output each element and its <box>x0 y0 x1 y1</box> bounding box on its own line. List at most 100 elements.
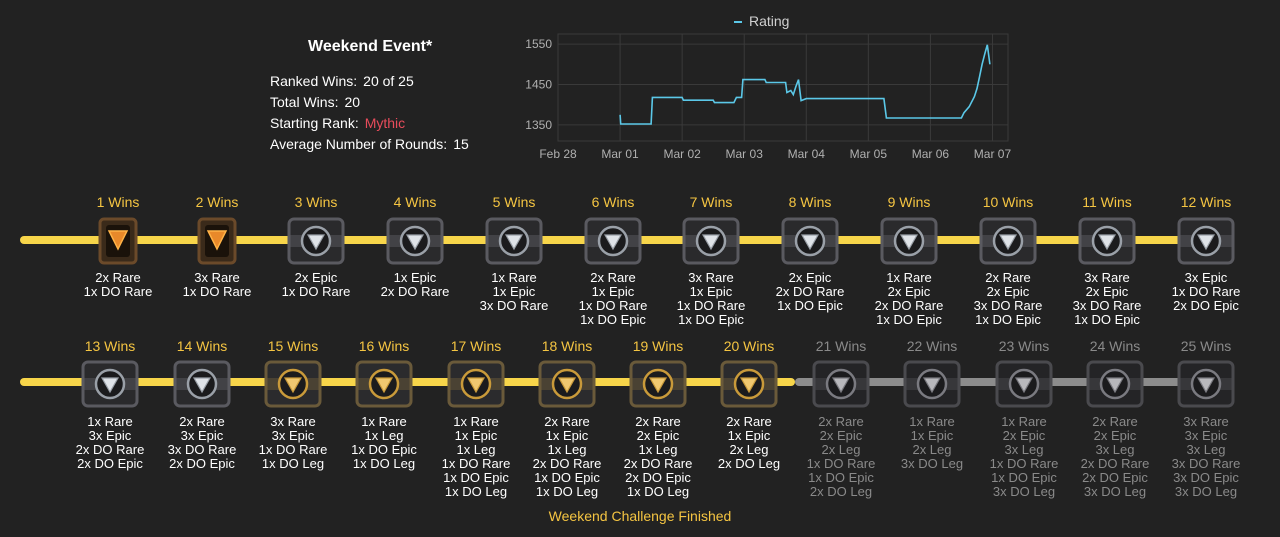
epic-chest-icon <box>584 217 642 265</box>
reward-line: 3x DO Leg <box>992 484 1056 499</box>
event-title: Weekend Event* <box>308 38 433 55</box>
x-tick-label: Mar 02 <box>663 147 701 161</box>
reward-line: 1x DO Leg <box>444 484 508 499</box>
locked-chest-icon <box>812 360 870 408</box>
tier-wins-label: 7 Wins <box>689 194 733 210</box>
epic-chest-icon <box>485 217 543 265</box>
reward-line: 1x Epic <box>689 284 733 299</box>
tier-rewards: 1x Rare 3x Epic 2x DO Rare 2x DO Epic <box>55 415 165 471</box>
reward-line: 1x DO Rare <box>182 284 252 299</box>
locked-chest-icon <box>995 360 1053 408</box>
reward-line: 1x Leg <box>456 442 496 457</box>
x-tick-label: Mar 07 <box>974 147 1012 161</box>
reward-line: 3x Epic <box>88 428 132 443</box>
reward-line: 3x Epic <box>271 428 315 443</box>
tier-rewards: 1x Rare 1x Epic 3x DO Rare <box>459 271 569 313</box>
reward-line: 1x DO Rare <box>1171 284 1241 299</box>
ranked-wins-label: Ranked Wins: <box>270 73 358 89</box>
x-tick-label: Feb 28 <box>539 147 577 161</box>
reward-line: 3x Rare <box>1084 270 1130 285</box>
reward-line: 1x DO Leg <box>535 484 599 499</box>
reward-line: 3x Rare <box>194 270 240 285</box>
tier-rewards: 2x Rare 1x DO Rare <box>63 271 173 299</box>
reward-line: 3x DO Leg <box>1083 484 1147 499</box>
tier-wins-label: 11 Wins <box>1082 194 1132 210</box>
total-wins-value: 20 <box>344 94 361 110</box>
tier-wins-label: 21 Wins <box>815 338 867 354</box>
epic-chest-icon <box>173 360 231 408</box>
reward-line: 2x DO Epic <box>169 456 235 471</box>
epic-chest-icon <box>682 217 740 265</box>
epic-chest-icon <box>287 217 345 265</box>
reward-line: 1x Rare <box>886 270 932 285</box>
reward-line: 1x Rare <box>1001 414 1047 429</box>
reward-line: 1x DO Leg <box>261 456 325 471</box>
reward-line: 1x DO Leg <box>626 484 690 499</box>
tier-rewards: 2x Rare 1x Epic 1x DO Rare 1x DO Epic <box>558 271 668 327</box>
reward-line: 3x Leg <box>1095 442 1135 457</box>
reward-line: 1x DO Rare <box>258 442 328 457</box>
reward-line: 1x Leg <box>547 442 587 457</box>
reward-line: 1x DO Epic <box>876 312 942 327</box>
tier-wins-label: 16 Wins <box>358 338 410 354</box>
tier-wins-label: 15 Wins <box>267 338 319 354</box>
leg-chest-icon <box>538 360 596 408</box>
reward-line: 3x DO Leg <box>900 456 964 471</box>
reward-line: 2x DO Epic <box>1173 298 1239 313</box>
tier-rewards: 2x Rare 2x Epic 3x DO Rare 1x DO Epic <box>953 271 1063 327</box>
tier-rewards: 1x Rare 1x Leg 1x DO Epic 1x DO Leg <box>329 415 439 471</box>
tier-rewards: 3x Rare 2x Epic 3x DO Rare 1x DO Epic <box>1052 271 1162 327</box>
reward-line: 1x Rare <box>909 414 955 429</box>
reward-line: 3x DO Rare <box>479 298 549 313</box>
tier-rewards: 3x Rare 3x Epic 3x Leg 3x DO Rare 3x DO Epic… <box>1151 415 1261 499</box>
reward-line: 3x DO Leg <box>1174 484 1238 499</box>
reward-line: 2x Epic <box>1085 284 1129 299</box>
x-tick-label: Mar 06 <box>912 147 950 161</box>
avg-rounds-row: Average Number of Rounds: 15 <box>270 136 469 152</box>
reward-line: 2x Epic <box>294 270 338 285</box>
tier-wins-label: 8 Wins <box>788 194 832 210</box>
y-tick-label: 1450 <box>525 77 552 91</box>
tier-wins-label: 12 Wins <box>1180 194 1232 210</box>
tier-wins-label: 22 Wins <box>906 338 958 354</box>
tier-wins-label: 23 Wins <box>998 338 1050 354</box>
reward-line: 3x Leg <box>1004 442 1044 457</box>
locked-chest-icon <box>1177 360 1235 408</box>
reward-line: 2x Rare <box>95 270 141 285</box>
reward-line: 2x DO Epic <box>77 456 143 471</box>
reward-line: 2x Rare <box>985 270 1031 285</box>
reward-line: 2x Epic <box>636 428 680 443</box>
reward-line: 1x DO Epic <box>580 312 646 327</box>
reward-line: 1x Leg <box>364 428 404 443</box>
total-wins-row: Total Wins: 20 <box>270 94 360 110</box>
reward-line: 2x Leg <box>821 442 861 457</box>
starting-rank-row: Starting Rank: Mythic <box>270 115 405 131</box>
reward-line: 3x Leg <box>1186 442 1226 457</box>
avg-rounds-value: 15 <box>453 136 469 152</box>
epic-chest-icon <box>1078 217 1136 265</box>
tier-wins-label: 13 Wins <box>84 338 136 354</box>
reward-line: 3x Epic <box>1184 428 1228 443</box>
reward-line: 1x DO Epic <box>443 470 509 485</box>
reward-line: 1x DO Epic <box>1074 312 1140 327</box>
reward-line: 1x Rare <box>361 414 407 429</box>
reward-line: 2x Epic <box>1002 428 1046 443</box>
epic-chest-icon <box>386 217 444 265</box>
reward-line: 2x Rare <box>726 414 772 429</box>
epic-chest-icon <box>979 217 1037 265</box>
reward-line: 2x Epic <box>788 270 832 285</box>
reward-line: 1x DO Epic <box>975 312 1041 327</box>
reward-line: 1x Epic <box>492 284 536 299</box>
reward-line: 3x DO Rare <box>167 442 237 457</box>
epic-chest-icon <box>781 217 839 265</box>
tier-wins-label: 17 Wins <box>450 338 502 354</box>
reward-line: 1x Epic <box>910 428 954 443</box>
rating-series-line <box>619 44 991 125</box>
rare-chest-icon <box>98 217 138 265</box>
tier-wins-label: 6 Wins <box>591 194 635 210</box>
tier-wins-label: 25 Wins <box>1180 338 1232 354</box>
reward-line: 2x Rare <box>544 414 590 429</box>
challenge-status: Weekend Challenge Finished <box>548 508 732 524</box>
reward-line: 2x DO Rare <box>380 284 450 299</box>
y-tick-label: 1550 <box>525 37 552 51</box>
